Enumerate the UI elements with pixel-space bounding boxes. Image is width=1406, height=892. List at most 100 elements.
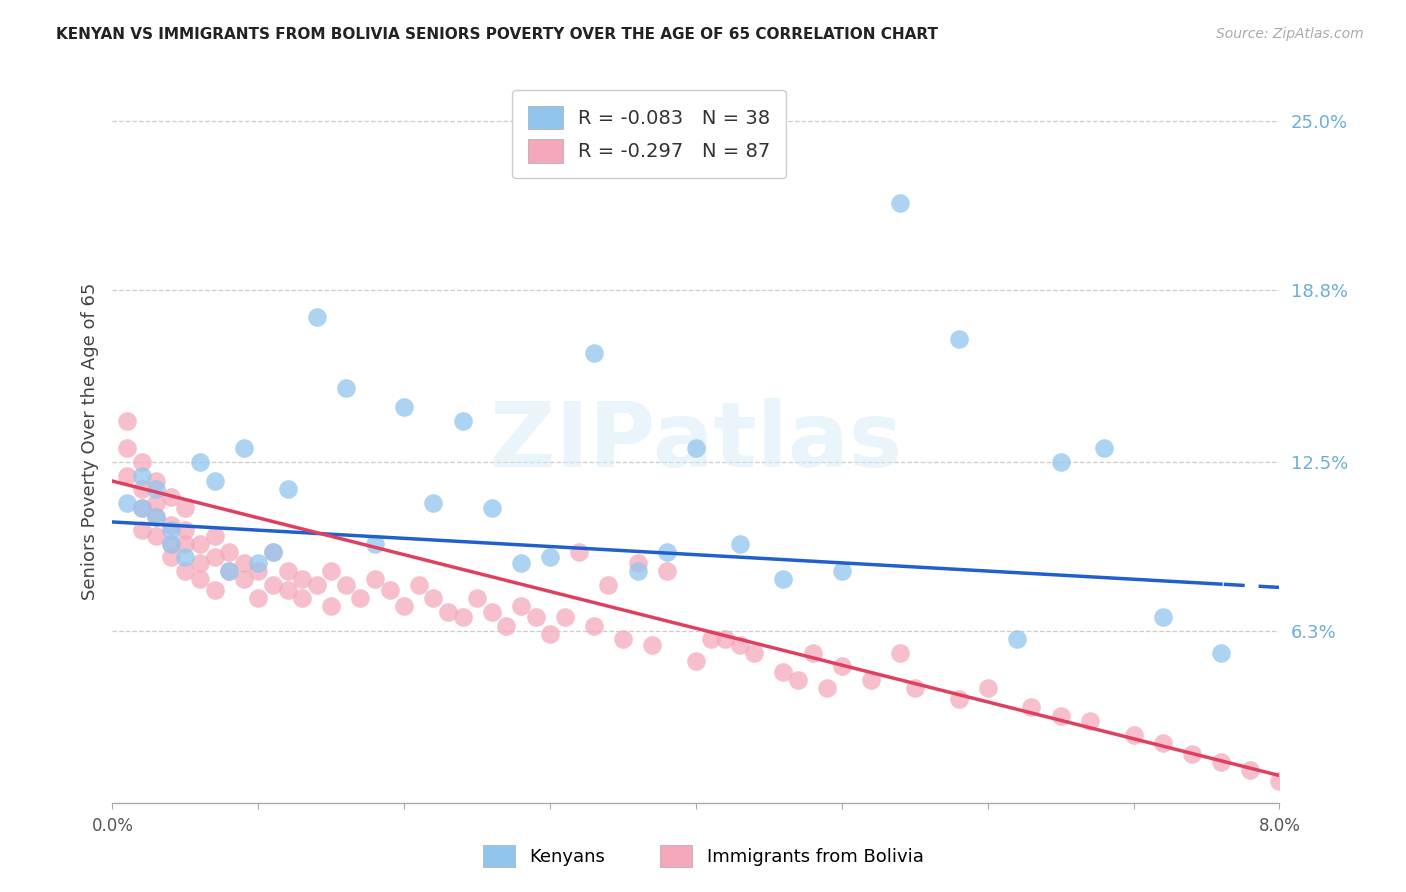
Point bbox=[247, 556, 270, 570]
Text: KENYAN VS IMMIGRANTS FROM BOLIVIA SENIORS POVERTY OVER THE AGE OF 65 CORRELATION: KENYAN VS IMMIGRANTS FROM BOLIVIA SENIOR… bbox=[56, 27, 938, 42]
Point bbox=[378, 583, 401, 598]
Text: Source: ZipAtlas.com: Source: ZipAtlas.com bbox=[1216, 27, 1364, 41]
Legend: R = -0.083   N = 38, R = -0.297   N = 87: R = -0.083 N = 38, R = -0.297 N = 87 bbox=[512, 90, 786, 178]
Point bbox=[305, 577, 328, 591]
Point bbox=[291, 572, 314, 586]
Point bbox=[160, 550, 183, 565]
Point bbox=[204, 474, 226, 488]
Point bbox=[349, 591, 371, 606]
Point bbox=[364, 572, 387, 586]
Point bbox=[889, 646, 911, 660]
Point bbox=[582, 618, 605, 632]
Point bbox=[1211, 755, 1233, 769]
Point bbox=[218, 564, 240, 578]
Point bbox=[262, 577, 284, 591]
Y-axis label: Seniors Poverty Over the Age of 65: Seniors Poverty Over the Age of 65 bbox=[80, 283, 98, 600]
Point bbox=[160, 537, 183, 551]
Point bbox=[538, 626, 561, 640]
Point bbox=[218, 545, 240, 559]
Point bbox=[801, 646, 824, 660]
Point bbox=[204, 583, 226, 598]
Point bbox=[364, 537, 387, 551]
Point bbox=[232, 572, 254, 586]
Legend: Kenyans, Immigrants from Bolivia: Kenyans, Immigrants from Bolivia bbox=[475, 838, 931, 874]
Point bbox=[204, 528, 226, 542]
Point bbox=[772, 665, 794, 679]
Point bbox=[422, 496, 444, 510]
Point bbox=[335, 577, 357, 591]
Point bbox=[655, 564, 678, 578]
Point bbox=[305, 310, 328, 325]
Point bbox=[1152, 736, 1174, 750]
Point bbox=[160, 523, 183, 537]
Point bbox=[174, 537, 197, 551]
Point bbox=[465, 591, 488, 606]
Point bbox=[904, 681, 927, 696]
Point bbox=[437, 605, 460, 619]
Point bbox=[188, 537, 211, 551]
Point bbox=[509, 599, 531, 614]
Point bbox=[1152, 610, 1174, 624]
Point bbox=[131, 482, 153, 496]
Point bbox=[321, 599, 343, 614]
Point bbox=[1122, 728, 1144, 742]
Point bbox=[1268, 774, 1291, 789]
Point bbox=[1094, 442, 1116, 456]
Point bbox=[115, 496, 138, 510]
Point bbox=[174, 550, 197, 565]
Point bbox=[291, 591, 314, 606]
Point bbox=[451, 610, 474, 624]
Point bbox=[115, 468, 138, 483]
Point bbox=[655, 545, 678, 559]
Point bbox=[1049, 708, 1071, 723]
Point bbox=[451, 414, 474, 428]
Point bbox=[612, 632, 634, 647]
Point bbox=[422, 591, 444, 606]
Point bbox=[408, 577, 430, 591]
Point bbox=[685, 442, 707, 456]
Point bbox=[538, 550, 561, 565]
Point bbox=[714, 632, 737, 647]
Point bbox=[495, 618, 517, 632]
Point bbox=[394, 401, 416, 415]
Point bbox=[188, 455, 211, 469]
Point bbox=[948, 332, 970, 346]
Point bbox=[145, 474, 167, 488]
Point bbox=[524, 610, 547, 624]
Point bbox=[1005, 632, 1028, 647]
Point bbox=[627, 564, 650, 578]
Point bbox=[188, 556, 211, 570]
Point bbox=[131, 523, 153, 537]
Point bbox=[815, 681, 838, 696]
Point bbox=[174, 564, 197, 578]
Point bbox=[174, 523, 197, 537]
Point bbox=[509, 556, 531, 570]
Text: ZIPatlas: ZIPatlas bbox=[489, 398, 903, 485]
Point bbox=[641, 638, 664, 652]
Point bbox=[160, 491, 183, 505]
Point bbox=[335, 381, 357, 395]
Point bbox=[204, 550, 226, 565]
Point bbox=[1211, 646, 1233, 660]
Point bbox=[131, 501, 153, 516]
Point bbox=[247, 591, 270, 606]
Point bbox=[115, 442, 138, 456]
Point bbox=[1021, 700, 1043, 714]
Point bbox=[582, 346, 605, 360]
Point bbox=[174, 501, 197, 516]
Point bbox=[131, 468, 153, 483]
Point bbox=[831, 564, 853, 578]
Point bbox=[554, 610, 576, 624]
Point bbox=[160, 517, 183, 532]
Point bbox=[685, 654, 707, 668]
Point bbox=[247, 564, 270, 578]
Point bbox=[262, 545, 284, 559]
Point bbox=[160, 537, 183, 551]
Point bbox=[276, 564, 298, 578]
Point bbox=[1181, 747, 1204, 761]
Point bbox=[627, 556, 650, 570]
Point bbox=[1049, 455, 1071, 469]
Point bbox=[232, 556, 254, 570]
Point bbox=[232, 442, 254, 456]
Point bbox=[145, 496, 167, 510]
